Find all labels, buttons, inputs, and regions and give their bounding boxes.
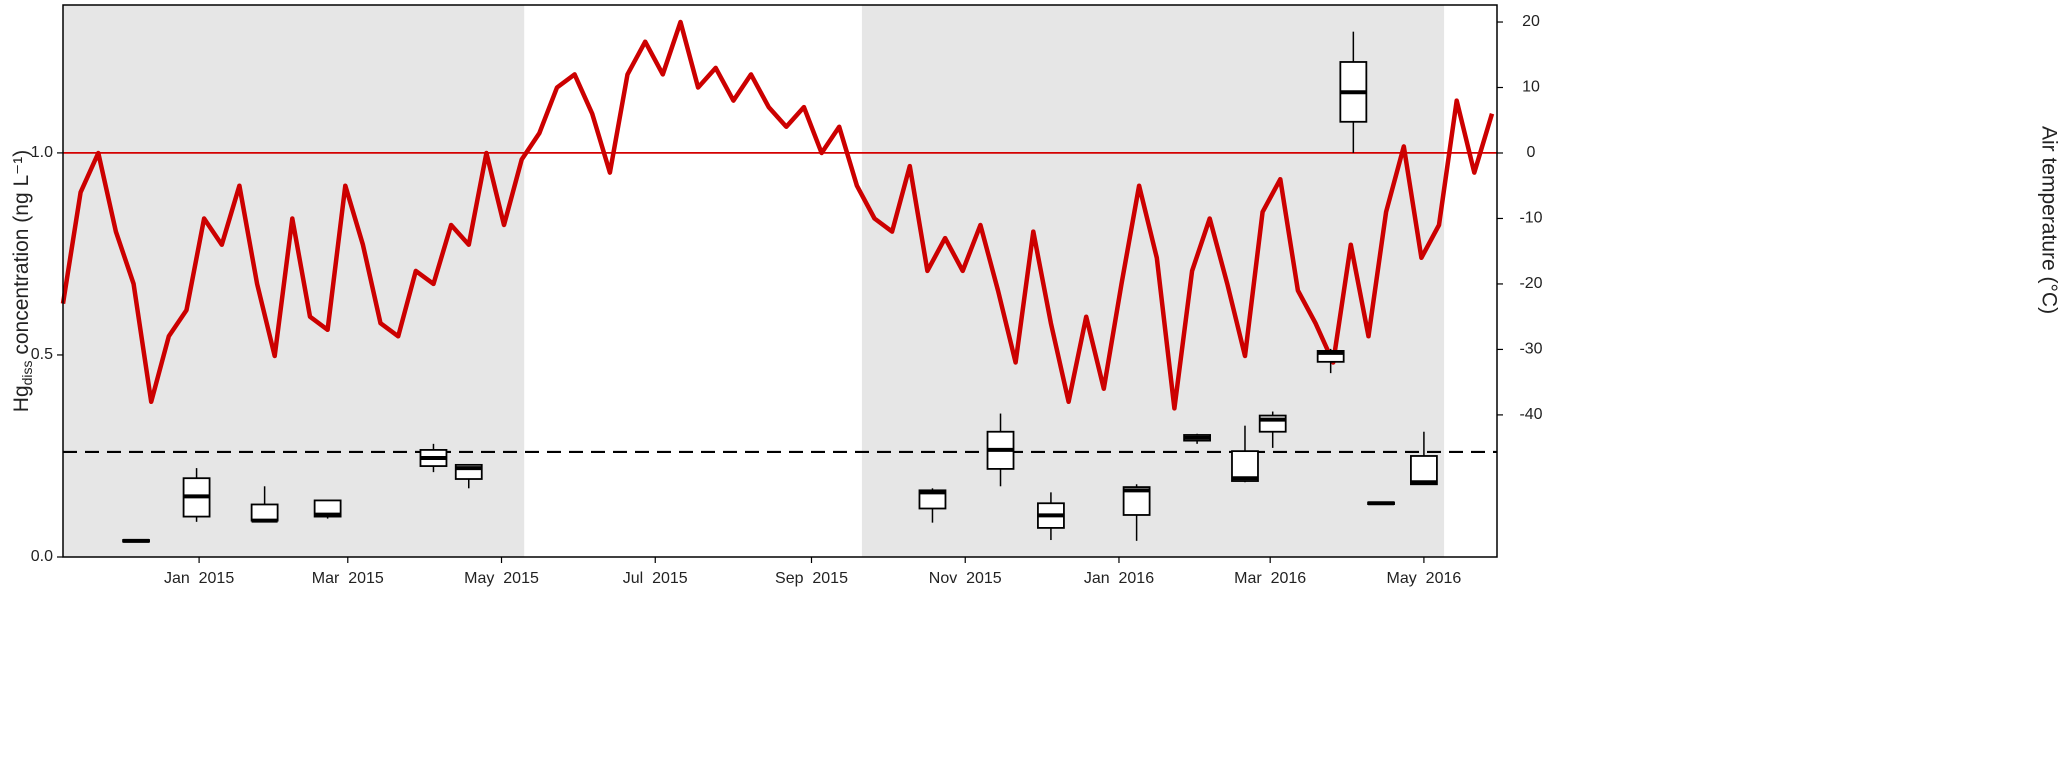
temperature-line <box>60 19 1495 411</box>
plot-frame <box>62 4 1498 558</box>
y2-tick-label: 10 <box>1522 79 1540 96</box>
y-label-main: Hg <box>10 385 33 412</box>
box <box>1316 350 1345 363</box>
x-tick-label: May 2016 <box>1387 570 1462 587</box>
y-tick-label: 0.0 <box>31 548 53 565</box>
y-tick-label: 0.5 <box>31 346 53 363</box>
x-tick-label: Mar 2015 <box>312 570 384 587</box>
x-tick-label: Sep 2015 <box>775 570 848 587</box>
x-tick-label: Mar 2016 <box>1234 570 1306 587</box>
y-label-sub: diss <box>19 360 35 385</box>
box <box>918 489 947 510</box>
x-tick-label: Jan 2015 <box>164 570 234 587</box>
box <box>313 499 342 518</box>
y-tick-label: 1.0 <box>31 144 53 161</box>
box <box>1231 450 1259 482</box>
y2-tick-label: -20 <box>1519 275 1542 292</box>
y2-tick-label: -40 <box>1519 406 1542 423</box>
box <box>250 503 279 522</box>
box <box>1410 455 1438 486</box>
y2-tick-label: 20 <box>1522 13 1540 30</box>
y2-tick-label: -30 <box>1519 341 1542 358</box>
y2-tick-label: -10 <box>1519 210 1542 227</box>
y-label-rest: concentration (ng L⁻¹) <box>10 150 33 361</box>
x-tick-label: Nov 2015 <box>929 570 1002 587</box>
x-tick-label: Jan 2016 <box>1084 570 1154 587</box>
y2-tick-label: 0 <box>1527 144 1536 161</box>
y-axis-label: Hgdiss concentration (ng L⁻¹) <box>10 150 35 412</box>
y2-axis-label: Air temperature (°C) <box>2037 126 2060 314</box>
x-tick-label: Jul 2015 <box>623 570 688 587</box>
x-tick-label: May 2015 <box>464 570 539 587</box>
